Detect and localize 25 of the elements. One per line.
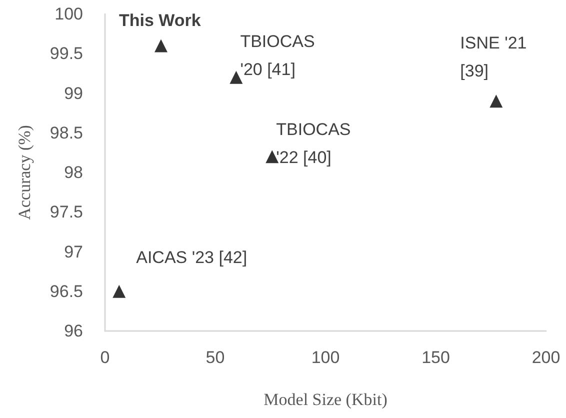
y-tick-label: 96.5: [50, 282, 83, 301]
annotation: TBIOCAS '20 [41]: [240, 32, 320, 79]
point: [112, 284, 126, 298]
y-tick-label: 99: [64, 84, 83, 103]
annotation: This Work: [119, 11, 202, 30]
x-tick-label: 150: [422, 348, 450, 367]
y-tick-label: 98: [64, 163, 83, 182]
y-tick-label: 100: [54, 4, 83, 24]
y-tick-label: 99.5: [50, 44, 83, 64]
point: [230, 70, 243, 84]
x-tick-label: 200: [532, 348, 560, 367]
y-tick-label: 96: [64, 322, 83, 340]
x-axis-title: Model Size (Kbit): [264, 390, 388, 409]
y-tick-label: 98.5: [50, 123, 83, 142]
point: [490, 94, 503, 108]
annotation: TBIOCAS '22 [40]: [276, 120, 356, 168]
annotation: AICAS '23 [42]: [136, 248, 248, 267]
x-tick-label: 100: [311, 348, 340, 367]
y-tick-label: 97: [64, 242, 83, 262]
point: [154, 39, 168, 52]
y-axis-title: Accuracy (%): [15, 125, 34, 220]
annotation: ISNE '21 [39]: [460, 34, 532, 81]
y-tick-label: 97.5: [50, 202, 83, 222]
x-tick-label: 0: [100, 348, 110, 367]
x-tick-label: 50: [206, 348, 225, 367]
